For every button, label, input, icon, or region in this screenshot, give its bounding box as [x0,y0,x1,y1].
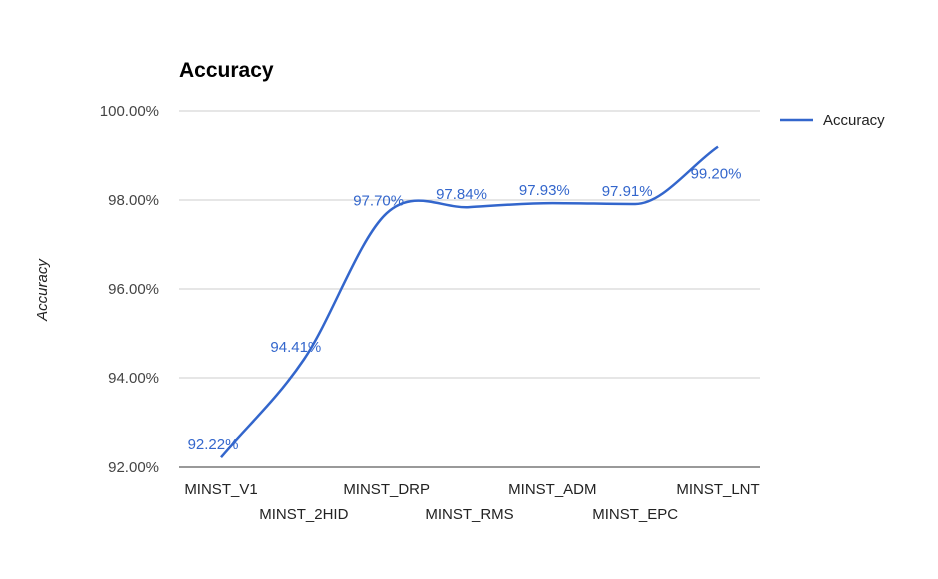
data-label: 94.41% [270,339,321,356]
data-labels: 92.22% 94.41% 97.70% 97.84% 97.93% 97.91% 99.2… [188,166,742,454]
y-tick-label: 98.00% [108,192,159,209]
legend: Accuracy [780,112,885,129]
legend-label-accuracy: Accuracy [823,112,885,129]
chart-title: Accuracy [179,59,274,82]
data-label: 97.93% [519,182,570,199]
y-tick-label: 100.00% [100,103,159,120]
y-tick-label: 96.00% [108,281,159,298]
x-tick-label: MINST_EPC [592,506,678,523]
x-tick-label: MINST_2HID [259,506,348,523]
y-tick-label: 92.00% [108,459,159,476]
y-axis-ticks: 92.00% 94.00% 96.00% 98.00% 100.00% [100,103,159,476]
series-layer [220,145,719,459]
series-line-accuracy [220,145,719,459]
data-label: 97.91% [602,183,653,200]
x-tick-label: MINST_LNT [676,481,759,498]
data-label: 92.22% [188,436,239,453]
gridlines [179,110,760,468]
x-tick-label: MINST_V1 [184,481,257,498]
data-label: 97.84% [436,186,487,203]
y-tick-label: 94.00% [108,370,159,387]
x-tick-label: MINST_ADM [508,481,596,498]
data-label: 97.70% [353,192,404,209]
x-tick-label: MINST_RMS [425,506,513,523]
y-axis-label: Accuracy [34,258,51,322]
x-tick-label: MINST_DRP [343,481,430,498]
data-label: 99.20% [691,166,742,183]
